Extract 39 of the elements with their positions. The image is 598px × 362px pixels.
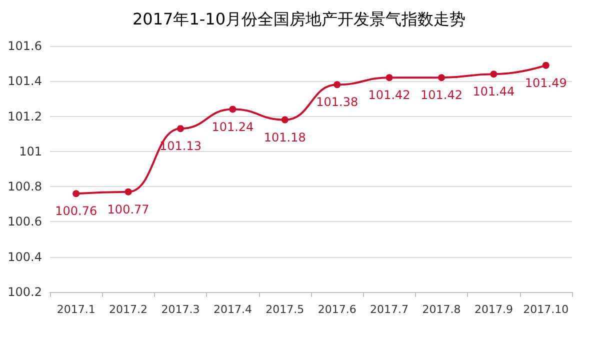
- data-label: 101.42: [420, 88, 462, 102]
- point: [490, 70, 498, 78]
- data-label: 101.42: [368, 88, 410, 102]
- x-tick-label: 2017.6: [318, 303, 356, 316]
- data-label: 101.18: [264, 130, 306, 144]
- y-tick-label: 101.6: [8, 39, 42, 53]
- point: [334, 81, 341, 88]
- y-tick-label: 100.8: [8, 180, 42, 194]
- x-tick-label: 2017.4: [213, 303, 252, 316]
- point: [386, 74, 393, 82]
- point: [542, 62, 550, 69]
- y-tick-label: 101.2: [8, 109, 42, 124]
- point: [177, 125, 184, 132]
- x-tick-label: 2017.2: [109, 303, 148, 316]
- y-tick-label: 101.4: [8, 74, 42, 88]
- x-tick-label: 2017.8: [422, 303, 461, 316]
- y-tick-label: 100.4: [8, 250, 42, 264]
- point: [438, 74, 445, 82]
- x-tick-label: 2017.9: [474, 303, 513, 316]
- data-label: 101.38: [316, 95, 358, 110]
- x-tick-label: 2017.5: [266, 303, 304, 316]
- x-tick-label: 2017.1: [56, 303, 96, 316]
- data-label: 101.44: [472, 84, 515, 99]
- point: [281, 116, 288, 124]
- data-label: 100.76: [55, 204, 98, 218]
- data-label: 101.24: [212, 120, 254, 134]
- point: [124, 188, 132, 196]
- data-label: 100.77: [107, 202, 150, 216]
- data-label: 101.49: [524, 76, 567, 90]
- y-tick-label: 101: [19, 144, 42, 158]
- data-label: 101.13: [160, 139, 202, 154]
- point: [72, 190, 80, 198]
- point: [229, 106, 236, 113]
- x-tick-label: 2017.7: [370, 303, 409, 316]
- chart-title: 2017年1-10月份全国房地产开发景气指数走势: [132, 10, 466, 28]
- y-tick-label: 100.6: [8, 214, 42, 229]
- y-tick-label: 100.2: [8, 285, 42, 299]
- x-tick-label: 2017.3: [161, 303, 200, 316]
- x-tick-label: 2017.10: [523, 303, 569, 316]
